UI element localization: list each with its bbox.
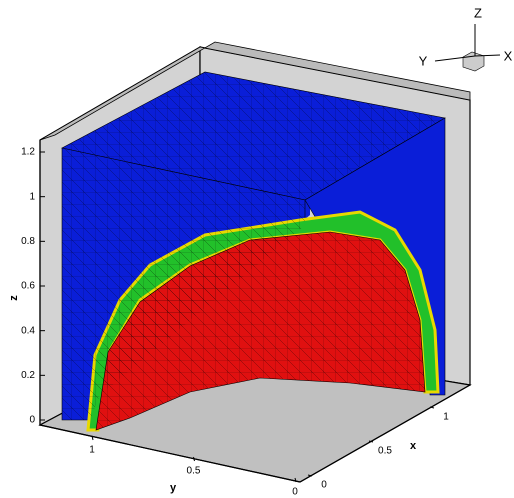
x-tick-label: 0.5 bbox=[378, 446, 392, 457]
x-tick-label: 0 bbox=[321, 480, 327, 491]
z-tick-label: 0.8 bbox=[21, 236, 35, 247]
plot-view: z y x 1.2 1 0.8 0.6 0.4 0.2 0 1 0.5 0 0 0.5 1 Z X Y bbox=[0, 0, 514, 498]
z-tick-label: 0.4 bbox=[21, 325, 35, 336]
z-tick-label: 0.6 bbox=[21, 281, 35, 292]
x-tick-label: 1 bbox=[443, 412, 449, 423]
z-tick-label: 1.2 bbox=[21, 147, 35, 158]
z-tick-label: 1 bbox=[29, 191, 35, 202]
y-tick-label: 0.5 bbox=[187, 466, 201, 477]
y-tick-label: 1 bbox=[89, 445, 95, 456]
x-axis-label: x bbox=[410, 440, 417, 452]
y-tick-label: 0 bbox=[292, 487, 298, 498]
z-tick-label: 0 bbox=[29, 415, 35, 426]
triad-x-label: X bbox=[504, 48, 513, 63]
triad-y-label: Y bbox=[419, 53, 428, 68]
y-axis-label: y bbox=[170, 482, 177, 494]
z-tick-label: 0.2 bbox=[21, 370, 35, 381]
triad-z-label: Z bbox=[474, 5, 482, 20]
triad-cube bbox=[463, 52, 484, 71]
z-axis-label: z bbox=[8, 295, 20, 301]
